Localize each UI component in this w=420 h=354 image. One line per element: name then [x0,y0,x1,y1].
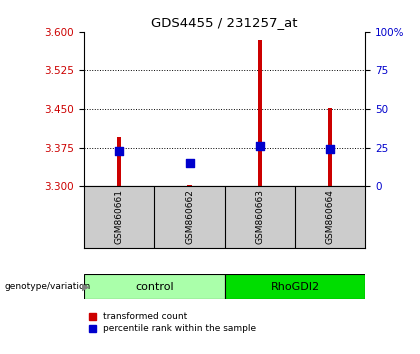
Point [327,146,333,152]
Bar [328,108,332,186]
Bar [225,274,365,299]
Text: ▶: ▶ [82,282,89,292]
Text: GSM860664: GSM860664 [326,189,335,244]
Text: GSM860662: GSM860662 [185,189,194,244]
Text: GSM860661: GSM860661 [115,189,123,245]
Bar [84,274,225,299]
Legend: transformed count, percentile rank within the sample: transformed count, percentile rank withi… [89,313,256,333]
Point [186,160,193,166]
Bar [117,137,121,186]
Point [257,143,263,149]
Text: control: control [135,282,173,292]
Text: genotype/variation: genotype/variation [4,282,90,291]
Point [116,148,123,154]
Text: RhoGDI2: RhoGDI2 [270,282,320,292]
Text: GSM860663: GSM860663 [255,189,264,245]
Bar [258,40,262,186]
Title: GDS4455 / 231257_at: GDS4455 / 231257_at [152,16,298,29]
Bar [187,184,192,186]
